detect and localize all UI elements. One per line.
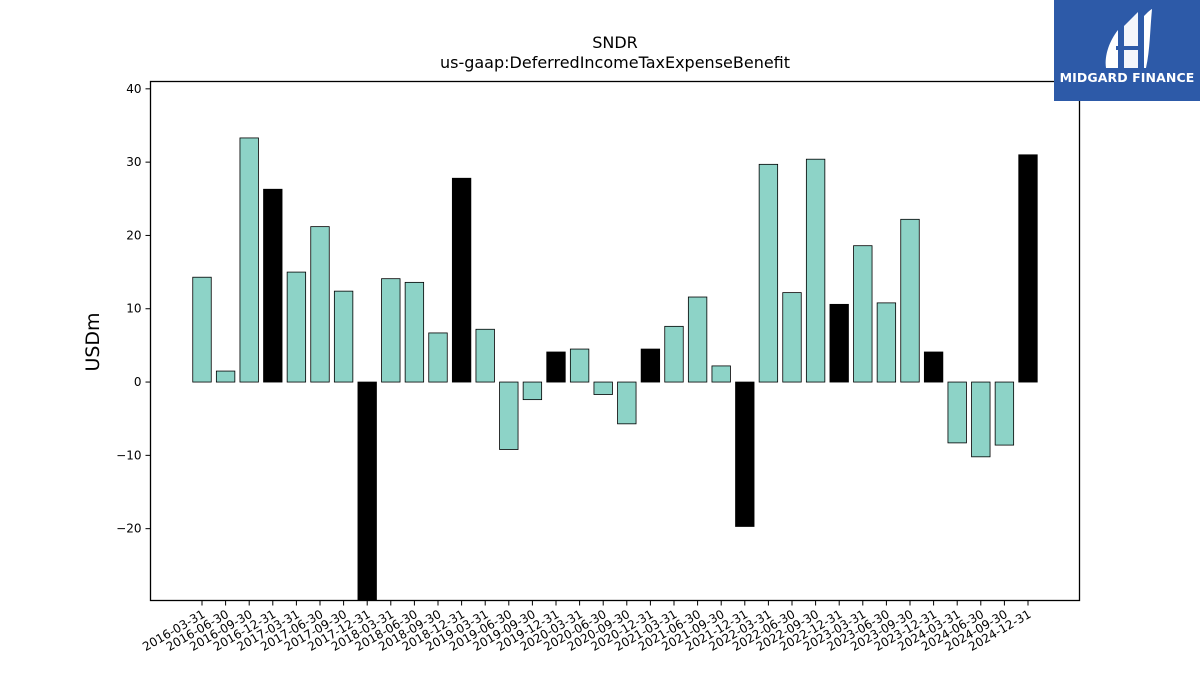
bar-2022-09-30 <box>805 158 826 383</box>
bar-2018-03-31 <box>381 278 401 383</box>
y-tick-label: 0 <box>134 375 142 389</box>
bar-2016-03-31 <box>192 276 212 383</box>
y-tick-label: −20 <box>116 522 141 536</box>
bar-2017-09-30 <box>333 290 354 383</box>
bar-2019-03-31 <box>475 328 495 383</box>
bar-2020-03-31 <box>569 348 590 383</box>
bar-2017-03-31 <box>286 271 307 383</box>
bar-2017-12-31 <box>357 381 377 601</box>
bar-2019-12-31 <box>546 351 566 383</box>
bar-2022-12-31 <box>829 303 849 383</box>
bar-2024-06-30 <box>971 381 991 458</box>
bar-2018-12-31 <box>451 177 472 383</box>
y-axis-label: USDm <box>82 312 104 371</box>
bar-2020-09-30 <box>617 381 637 425</box>
y-tick-label: 20 <box>126 228 141 242</box>
y-tick-label: −10 <box>116 448 141 462</box>
bar-2020-06-30 <box>593 381 613 395</box>
bar-2022-03-31 <box>758 163 779 383</box>
bar-2021-06-30 <box>687 296 708 383</box>
bar-2019-09-30 <box>522 381 543 401</box>
bar-2023-09-30 <box>900 218 920 383</box>
bar-2024-03-31 <box>947 381 967 444</box>
bar-2023-12-31 <box>923 351 944 383</box>
midgard-logo-icon <box>1105 9 1152 68</box>
logo-text: MIDGARD FINANCE <box>1059 70 1195 85</box>
plot-frame <box>149 80 1081 602</box>
bar-2021-03-31 <box>664 325 684 383</box>
bar-2017-06-30 <box>310 226 330 383</box>
y-tick-label: 10 <box>126 302 141 316</box>
bar-2021-09-30 <box>711 365 731 383</box>
bar-2016-12-31 <box>263 188 283 383</box>
bar-2020-12-31 <box>640 348 661 383</box>
bars-group <box>192 137 1038 601</box>
bar-2024-12-31 <box>1018 154 1038 383</box>
y-tick-label: 30 <box>126 155 141 169</box>
bar-2016-09-30 <box>239 137 259 383</box>
bar-2016-06-30 <box>215 370 236 383</box>
bar-2018-06-30 <box>404 281 425 383</box>
chart-title: SNDR <box>592 33 638 52</box>
chart-subtitle: us-gaap:DeferredIncomeTaxExpenseBenefit <box>440 53 790 72</box>
bar-2018-09-30 <box>428 332 448 383</box>
bar-2022-06-30 <box>782 292 802 383</box>
bar-2019-06-30 <box>499 381 519 450</box>
y-tick-label: 40 <box>126 82 141 96</box>
bar-2023-03-31 <box>853 245 873 383</box>
bar-2023-06-30 <box>876 302 897 383</box>
midgard-finance-logo: MIDGARD FINANCE <box>1054 0 1200 101</box>
bar-2024-09-30 <box>994 381 1015 446</box>
bar-2021-12-31 <box>735 381 755 527</box>
x-axis-ticks: 2016-03-312016-06-302016-09-302016-12-31… <box>140 600 1034 654</box>
y-axis-ticks: −20 −10 0 10 20 30 40 <box>116 82 151 536</box>
